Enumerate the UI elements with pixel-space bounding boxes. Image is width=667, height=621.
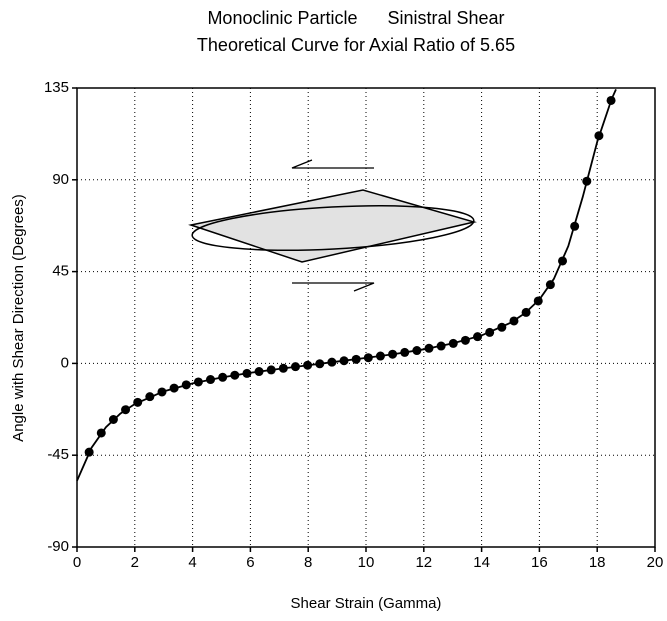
y-tick-label: -45: [47, 446, 69, 463]
x-tick-label: 10: [358, 554, 375, 571]
particle-diagram: [188, 159, 477, 292]
y-tick-label: -90: [47, 538, 69, 555]
shear-arrow-top: [291, 159, 374, 169]
x-tick-label: 2: [131, 554, 139, 571]
x-tick-label: 0: [73, 554, 81, 571]
x-axis-label: Shear Strain (Gamma): [291, 595, 442, 612]
parallelogram: [188, 189, 477, 263]
ellipse: [191, 205, 475, 251]
x-tick-label: 18: [589, 554, 606, 571]
x-tick-label: 4: [188, 554, 196, 571]
x-tick-label: 6: [246, 554, 254, 571]
x-tick-label: 12: [415, 554, 432, 571]
x-tick-label: 14: [473, 554, 490, 571]
curve: [76, 89, 617, 482]
x-tick-label: 16: [531, 554, 548, 571]
x-tick-label: 20: [647, 554, 664, 571]
y-tick-label: 90: [52, 171, 69, 188]
chart-subtitle: Theoretical Curve for Axial Ratio of 5.6…: [197, 35, 515, 55]
x-tick-label: 8: [304, 554, 312, 571]
shear-arrow-bottom: [292, 282, 375, 292]
y-tick-label: 45: [52, 263, 69, 280]
y-axis-label: Angle with Shear Direction (Degrees): [10, 194, 27, 442]
y-tick-label: 0: [61, 354, 69, 371]
y-tick-label: 135: [44, 79, 69, 96]
chart-title: Monoclinic Particle Sinistral Shear: [207, 8, 504, 28]
